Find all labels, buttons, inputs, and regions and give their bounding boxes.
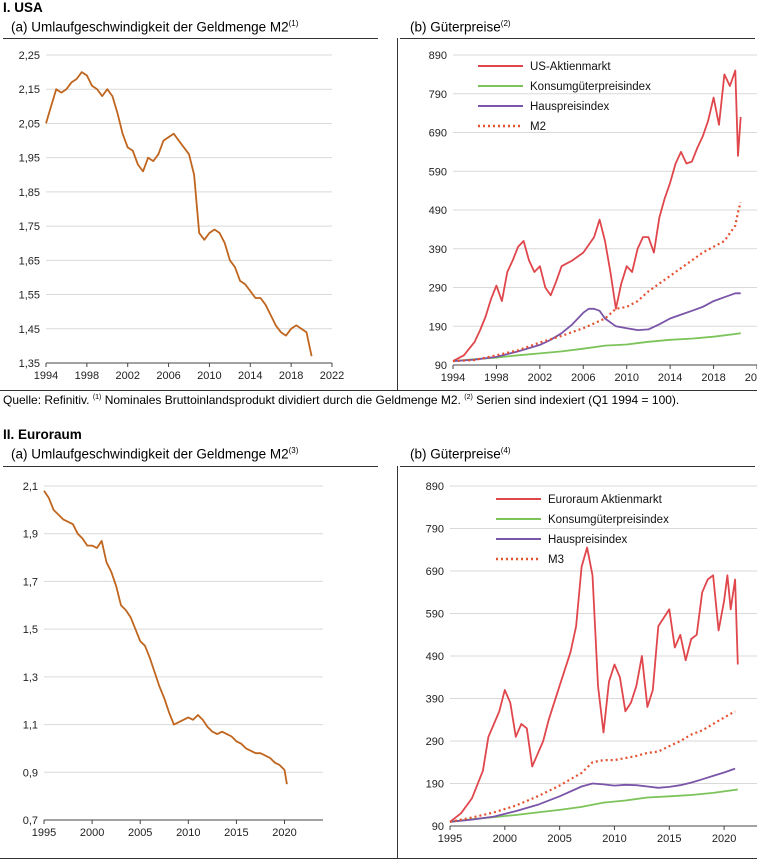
x-tick-label: 2022: [320, 370, 344, 382]
y-tick-label: 1,55: [19, 290, 40, 302]
y-tick-label: 1,75: [19, 221, 40, 233]
x-tick-label: 2002: [115, 370, 139, 382]
legend-label: Hauspreisindex: [548, 534, 628, 546]
legend-label: M2: [530, 121, 546, 133]
series-line: [449, 546, 739, 823]
legend-label: M3: [548, 554, 564, 566]
x-tick-label: 2014: [238, 370, 262, 382]
y-tick-label: 1,9: [23, 529, 38, 541]
x-tick-label: 2018: [701, 372, 725, 384]
y-tick-label: 190: [426, 779, 444, 791]
frame-rule: [0, 390, 757, 391]
y-tick-label: 1,7: [23, 576, 38, 588]
x-tick-label: 2020: [272, 827, 296, 839]
euro-prices-title: (b) Güterpreise(4): [410, 446, 511, 462]
y-tick-label: 90: [432, 821, 444, 833]
y-tick-label: 90: [435, 360, 447, 372]
panel-divider: [397, 38, 398, 391]
series-line: [45, 71, 313, 357]
legend-label: Konsumgüterpreisindex: [530, 81, 651, 93]
y-tick-label: 1,85: [19, 187, 40, 199]
x-tick-label: 1995: [32, 827, 56, 839]
x-tick-label: 2010: [197, 370, 221, 382]
x-tick-label: 2006: [156, 370, 180, 382]
x-tick-label: 2022: [745, 372, 757, 384]
series-line: [452, 292, 741, 362]
x-tick-label: 2006: [571, 372, 595, 384]
x-tick-label: 2010: [614, 372, 638, 384]
y-tick-label: 2,1: [23, 481, 38, 493]
y-tick-label: 290: [426, 736, 444, 748]
y-tick-label: 290: [429, 283, 447, 295]
y-tick-label: 690: [429, 128, 447, 140]
source-note: Quelle: Refinitiv. (1) Nominales Bruttoi…: [3, 393, 680, 407]
y-tick-label: 190: [429, 321, 447, 333]
y-tick-label: 0,9: [23, 767, 38, 779]
series-line: [449, 788, 738, 823]
x-tick-label: 2015: [224, 827, 248, 839]
y-tick-label: 890: [426, 481, 444, 493]
x-tick-label: 2005: [547, 833, 571, 845]
x-tick-label: 2000: [493, 833, 517, 845]
x-tick-label: 2015: [657, 833, 681, 845]
title-rule: [400, 466, 755, 467]
y-tick-label: 390: [429, 244, 447, 256]
frame-rule: [0, 858, 757, 859]
y-tick-label: 2,15: [19, 84, 40, 96]
usa-velocity-title: (a) Umlaufgeschwindigkeit der Geldmenge …: [11, 19, 299, 35]
x-tick-label: 1998: [75, 370, 99, 382]
y-tick-label: 1,45: [19, 324, 40, 336]
x-tick-label: 1994: [441, 372, 465, 384]
x-tick-label: 2014: [658, 372, 682, 384]
legend-label: Hauspreisindex: [530, 101, 610, 113]
y-tick-label: 490: [429, 205, 447, 217]
y-tick-label: 390: [426, 694, 444, 706]
y-tick-label: 890: [429, 50, 447, 62]
y-tick-label: 790: [429, 89, 447, 101]
y-tick-label: 590: [426, 609, 444, 621]
y-tick-label: 2,25: [19, 50, 40, 62]
title-rule: [400, 38, 755, 39]
x-tick-label: 2010: [176, 827, 200, 839]
series-line: [449, 710, 736, 823]
y-tick-label: 0,7: [23, 815, 38, 827]
legend-label: Euroraum Aktienmarkt: [548, 494, 663, 506]
y-tick-label: 690: [426, 566, 444, 578]
usa-prices-title: (b) Güterpreise(2): [410, 19, 511, 35]
title-rule: [3, 38, 378, 39]
legend-label: Konsumgüterpreisindex: [548, 514, 669, 526]
series-line: [449, 767, 736, 823]
y-tick-label: 590: [429, 166, 447, 178]
x-tick-label: 2005: [128, 827, 152, 839]
y-tick-label: 790: [426, 524, 444, 536]
euro-velocity-title: (a) Umlaufgeschwindigkeit der Geldmenge …: [11, 446, 299, 462]
x-tick-label: 1994: [34, 370, 58, 382]
title-rule: [3, 466, 378, 467]
y-tick-label: 1,95: [19, 153, 40, 165]
x-tick-label: 2020: [712, 833, 736, 845]
x-tick-label: 2018: [279, 370, 303, 382]
x-tick-label: 1995: [438, 833, 462, 845]
section-title-euro: II. Euroraum: [3, 427, 82, 442]
y-tick-label: 490: [426, 651, 444, 663]
y-tick-label: 1,5: [23, 624, 38, 636]
y-tick-label: 1,1: [23, 720, 38, 732]
x-tick-label: 2010: [602, 833, 626, 845]
series-line: [452, 332, 741, 362]
x-tick-label: 2000: [80, 827, 104, 839]
y-tick-label: 1,65: [19, 255, 40, 267]
y-tick-label: 2,05: [19, 118, 40, 130]
y-tick-label: 1,35: [19, 358, 40, 370]
series-line: [43, 490, 288, 785]
panel-divider: [397, 466, 398, 859]
x-tick-label: 1998: [484, 372, 508, 384]
series-line: [452, 69, 742, 362]
section-title-usa: I. USA: [3, 0, 43, 15]
x-tick-label: 2002: [528, 372, 552, 384]
y-tick-label: 1,3: [23, 672, 38, 684]
legend-label: US-Aktienmarkt: [530, 61, 611, 73]
series-line: [452, 201, 742, 363]
